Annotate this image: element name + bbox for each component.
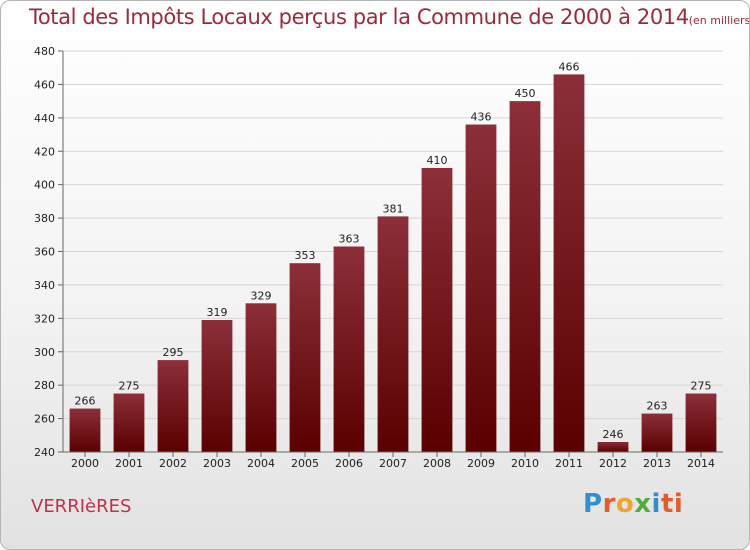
x-tick-label: 2014 xyxy=(687,457,715,470)
chart-title-text: Total des Impôts Locaux perçus par la Co… xyxy=(29,5,689,29)
bar xyxy=(465,124,497,453)
bar-value-label: 275 xyxy=(119,380,140,393)
logo-letter: x xyxy=(634,489,652,519)
bar-value-label: 450 xyxy=(515,87,536,100)
logo-letter: r xyxy=(602,489,616,519)
x-tick-label: 2012 xyxy=(599,457,627,470)
proxiti-logo: Proxiti xyxy=(583,489,683,519)
bar xyxy=(69,408,101,452)
bar-value-label: 263 xyxy=(647,400,668,413)
bar-value-label: 363 xyxy=(339,232,360,245)
bar xyxy=(553,74,585,453)
bar xyxy=(377,216,409,452)
bar-value-label: 381 xyxy=(383,202,404,215)
bar-value-label: 329 xyxy=(251,289,272,302)
logo-letter: o xyxy=(615,489,635,519)
chart-title-unit: (en milliers d'€) xyxy=(688,14,750,27)
x-axis: 2000 2001 2002 2003 2004 2005 2006 2007 2008 2009… xyxy=(63,451,723,470)
bar-value-label: 410 xyxy=(427,154,448,167)
logo-letter: i xyxy=(651,489,661,519)
y-tick-label: 480 xyxy=(34,45,55,58)
y-tick-label: 460 xyxy=(34,78,55,91)
bar xyxy=(157,360,189,452)
bar xyxy=(333,246,365,452)
chart-title: Total des Impôts Locaux perçus par la Co… xyxy=(29,5,750,29)
x-tick-label: 2009 xyxy=(467,457,495,470)
x-tick-label: 2010 xyxy=(511,457,539,470)
y-tick-label: 260 xyxy=(34,413,55,426)
bar-chart: 240260280300320340360380400420440460480 … xyxy=(34,45,723,470)
x-tick-label: 2006 xyxy=(335,457,363,470)
x-tick-label: 2004 xyxy=(247,457,275,470)
y-tick-label: 300 xyxy=(34,346,55,359)
y-tick-label: 440 xyxy=(34,112,55,125)
bar xyxy=(245,303,277,452)
logo-letter: ti xyxy=(660,489,684,519)
y-tick-label: 320 xyxy=(34,312,55,325)
bar xyxy=(289,263,321,452)
x-tick-label: 2007 xyxy=(379,457,407,470)
bar-value-label: 466 xyxy=(559,60,580,73)
y-tick-label: 240 xyxy=(34,446,55,459)
logo-letter: P xyxy=(583,489,603,519)
y-tick-label: 280 xyxy=(34,379,55,392)
x-tick-label: 2001 xyxy=(115,457,143,470)
bar-value-label: 436 xyxy=(471,111,492,124)
bar-value-label: 266 xyxy=(75,395,96,408)
bar-value-label: 275 xyxy=(691,380,712,393)
y-tick-label: 420 xyxy=(34,145,55,158)
x-tick-label: 2008 xyxy=(423,457,451,470)
bar-value-label: 295 xyxy=(163,346,184,359)
y-tick-label: 400 xyxy=(34,179,55,192)
bar xyxy=(113,393,145,452)
x-tick-label: 2002 xyxy=(159,457,187,470)
x-tick-label: 2000 xyxy=(71,457,99,470)
commune-name: VERRIèRES xyxy=(31,496,132,517)
y-tick-label: 360 xyxy=(34,246,55,259)
x-tick-label: 2003 xyxy=(203,457,231,470)
bar xyxy=(509,101,541,452)
bar xyxy=(685,393,717,452)
bar xyxy=(421,167,453,453)
bar xyxy=(641,413,673,452)
bar-value-label: 353 xyxy=(295,249,316,262)
bar xyxy=(597,441,629,452)
bar xyxy=(201,320,233,452)
x-tick-label: 2013 xyxy=(643,457,671,470)
y-axis: 240 260 280 300 320 340 360 380 400 420 440 460 480 xyxy=(34,45,64,459)
bar-value-label: 246 xyxy=(603,428,624,441)
y-tick-label: 340 xyxy=(34,279,55,292)
x-tick-label: 2011 xyxy=(555,457,583,470)
bars: 266 275 295 319 329 353 363 381 410 436 450 466 246 2… xyxy=(69,60,717,453)
bar-value-label: 319 xyxy=(207,306,228,319)
y-tick-label: 380 xyxy=(34,212,55,225)
x-tick-label: 2005 xyxy=(291,457,319,470)
